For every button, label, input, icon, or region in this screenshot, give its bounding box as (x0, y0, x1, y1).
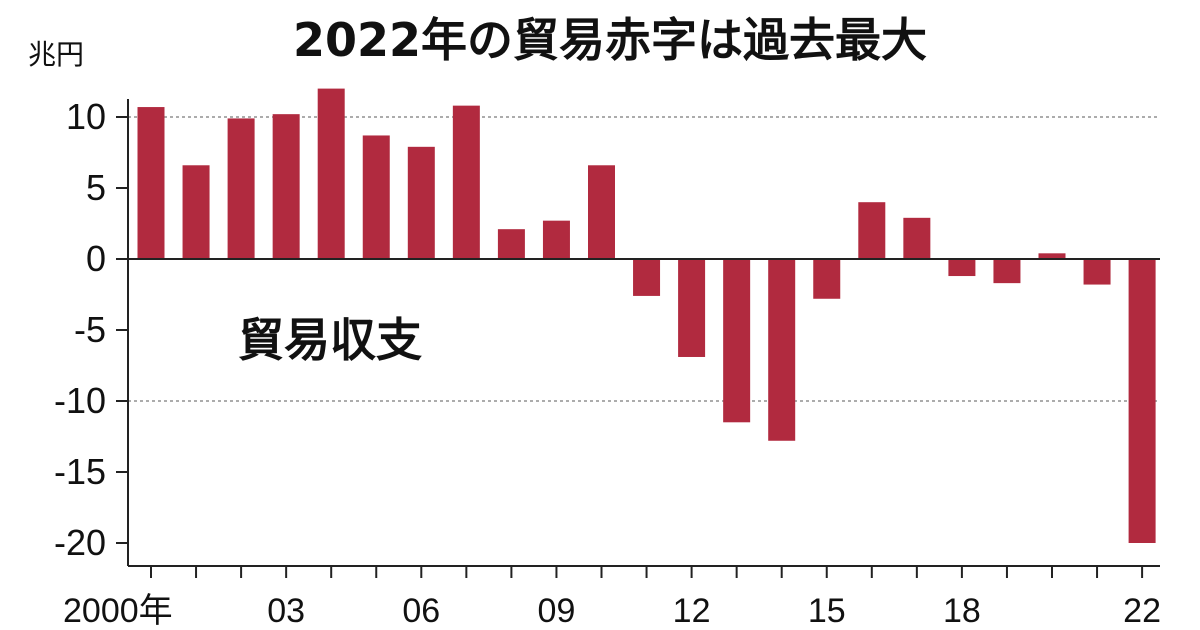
bar-2006 (407, 146, 435, 259)
bar-2008 (497, 229, 525, 259)
x-tick-label: 12 (673, 592, 711, 630)
bar-2012 (678, 259, 706, 357)
bar-2018 (948, 259, 976, 277)
bar-2010 (588, 165, 615, 259)
y-tick-label: -15 (54, 451, 106, 492)
x-axis-ticks: 2000年 03 06 09 12 15 18 22 (63, 566, 1161, 630)
bar-2013 (723, 259, 751, 423)
gridlines (128, 116, 1160, 402)
y-tick-label: -10 (54, 380, 106, 421)
y-axis-unit-label: 兆円 (28, 38, 84, 71)
y-tick-label: 5 (86, 167, 106, 208)
x-tick-label: 18 (943, 592, 981, 630)
y-tick-label: 0 (86, 238, 106, 279)
x-tick-label: 2000年 (63, 592, 173, 630)
bar-2001 (182, 165, 210, 259)
y-tick-label: -5 (74, 309, 106, 350)
x-tick-label: 03 (267, 592, 305, 630)
x-tick-label: 09 (538, 592, 576, 630)
bar-2016 (858, 202, 886, 259)
bar-2017 (903, 217, 931, 259)
bar-2009 (542, 220, 570, 259)
bar-2002 (227, 118, 255, 259)
bar-2007 (452, 105, 480, 259)
bar-2021 (1083, 259, 1111, 285)
bar-2000 (137, 107, 165, 259)
bar-2019 (993, 259, 1021, 284)
bars (137, 88, 1156, 543)
chart-title: 2022年の貿易赤字は過去最大 (293, 13, 927, 67)
y-axis-ticks: 10 5 0 -5 -10 -15 -20 (54, 96, 128, 563)
bar-2022 (1128, 259, 1156, 543)
y-tick-label: -20 (54, 522, 106, 563)
bar-2005 (362, 135, 390, 259)
bar-2020 (1038, 253, 1066, 259)
x-tick-label: 06 (402, 592, 440, 630)
x-tick-label: 15 (808, 592, 846, 630)
y-tick-label: 10 (66, 96, 106, 137)
bar-2004 (317, 88, 345, 259)
x-tick-label: 22 (1123, 592, 1161, 630)
bar-2011 (633, 259, 661, 296)
axes (127, 99, 1160, 567)
bar-2014 (768, 259, 796, 441)
series-label: 貿易収支 (238, 313, 422, 367)
bar-2015 (813, 259, 841, 299)
bar-2003 (272, 114, 300, 259)
